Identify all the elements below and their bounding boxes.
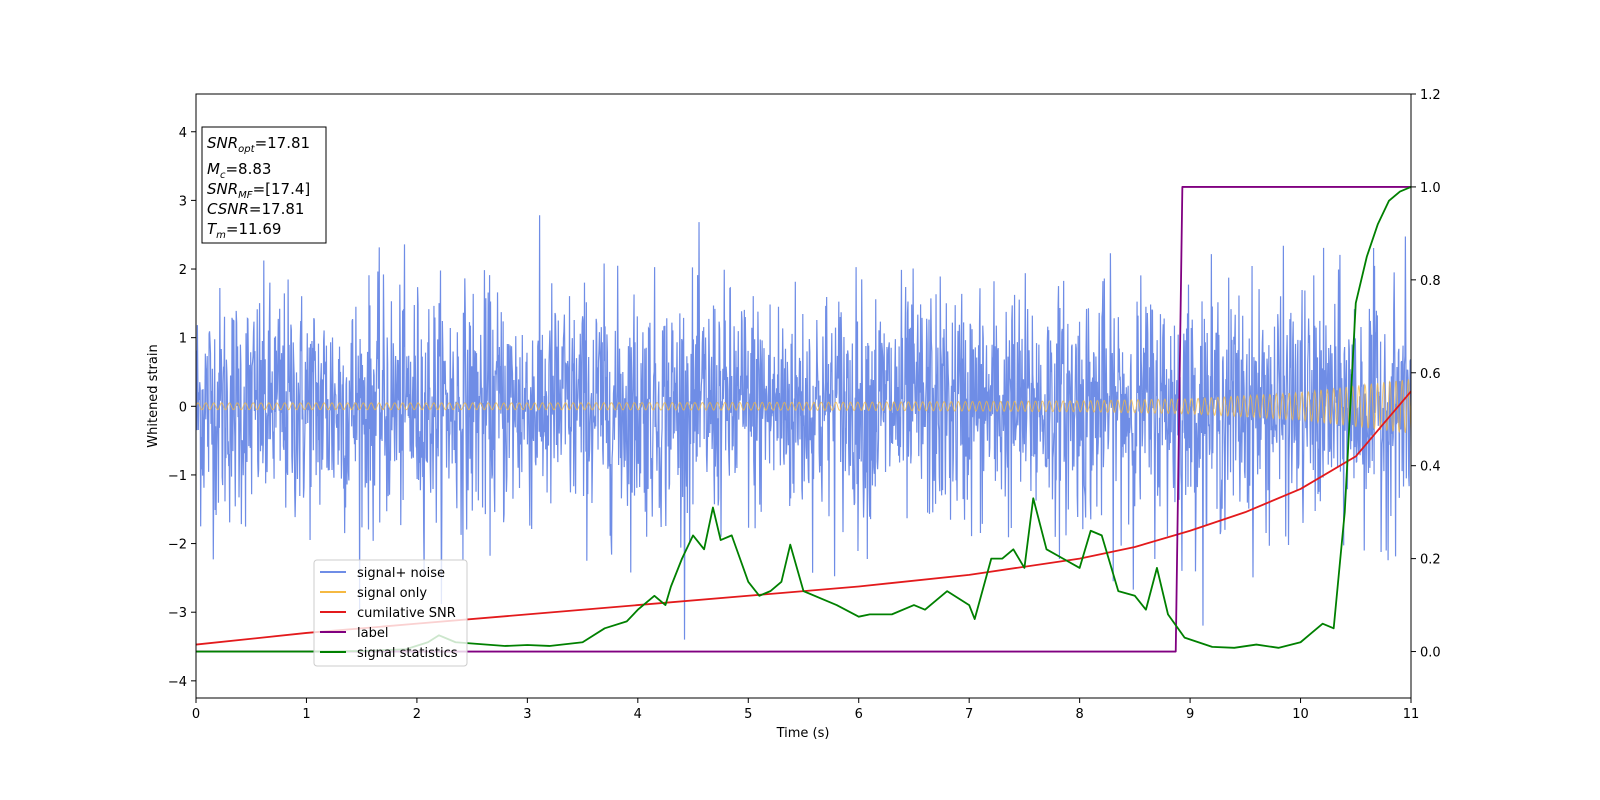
x-tick-label: 6 xyxy=(855,707,863,722)
x-tick-label: 3 xyxy=(523,707,531,722)
x-axis-label: Time (s) xyxy=(776,726,830,741)
x-tick-label: 5 xyxy=(744,707,752,722)
y2-tick-label: 0.4 xyxy=(1420,460,1441,475)
y-tick-label: 4 xyxy=(179,126,187,141)
mc-text: Mc=8.83 xyxy=(207,160,271,181)
metrics-box-frame xyxy=(201,126,327,244)
legend-label-signal-noise: signal+ noise xyxy=(357,566,445,581)
y-axis-left: 4 3 2 1 0 −1 −2 −3 −4 xyxy=(168,126,196,690)
x-tick-label: 9 xyxy=(1186,707,1194,722)
series-label xyxy=(196,186,1411,653)
y-tick-label: 1 xyxy=(179,332,187,347)
series-signal-statistics xyxy=(196,186,1411,653)
series-signal-only xyxy=(196,379,1411,434)
y2-tick-label: 1.0 xyxy=(1420,181,1441,196)
snr-opt-text: SNRopt=17.81 xyxy=(207,134,310,155)
legend: signal+ noise signal only cumilative SNR… xyxy=(313,559,468,667)
x-tick-label: 1 xyxy=(302,707,310,722)
x-tick-label: 8 xyxy=(1075,707,1083,722)
y-axis-label: Whitened strain xyxy=(146,344,161,447)
csnr-text: CSNR=17.81 xyxy=(207,200,304,218)
legend-frame xyxy=(313,559,468,667)
y-tick-label: 0 xyxy=(179,400,187,415)
y-tick-label: −3 xyxy=(168,606,187,621)
y2-tick-label: 0.2 xyxy=(1420,553,1441,568)
legend-label-cumulative-snr: cumilative SNR xyxy=(357,606,456,621)
legend-label-signal-statistics: signal statistics xyxy=(357,646,458,661)
y-tick-label: 2 xyxy=(179,263,187,278)
x-tick-label: 11 xyxy=(1403,707,1420,722)
y-tick-label: −2 xyxy=(168,538,187,553)
series-signal-noise xyxy=(196,215,1411,640)
y2-tick-label: 0.8 xyxy=(1420,274,1441,289)
x-tick-label: 2 xyxy=(413,707,421,722)
metrics-box: SNRopt=17.81 Mc=8.83 SNRMF=[17.4] CSNR=1… xyxy=(201,126,327,244)
y2-tick-label: 0.6 xyxy=(1420,367,1441,382)
x-tick-label: 10 xyxy=(1292,707,1309,722)
x-tick-label: 7 xyxy=(965,707,973,722)
y-tick-label: 3 xyxy=(179,194,187,209)
y-axis-right: 1.2 1.0 0.8 0.6 0.4 0.2 0.0 xyxy=(1411,88,1441,661)
snr-mf-text: SNRMF=[17.4] xyxy=(207,180,310,201)
legend-label-signal-only: signal only xyxy=(357,586,427,601)
y2-tick-label: 1.2 xyxy=(1420,88,1441,103)
y-tick-label: −1 xyxy=(168,469,187,484)
y2-tick-label: 0.0 xyxy=(1420,646,1441,661)
tm-text: Tm=11.69 xyxy=(207,220,281,241)
y-tick-label: −4 xyxy=(168,675,187,690)
x-tick-label: 4 xyxy=(634,707,642,722)
plot-frame xyxy=(195,93,1412,699)
x-tick-label: 0 xyxy=(192,707,200,722)
x-axis: 0 1 2 3 4 5 6 7 8 9 10 11 xyxy=(192,698,1419,722)
legend-label-label: label xyxy=(357,626,388,641)
